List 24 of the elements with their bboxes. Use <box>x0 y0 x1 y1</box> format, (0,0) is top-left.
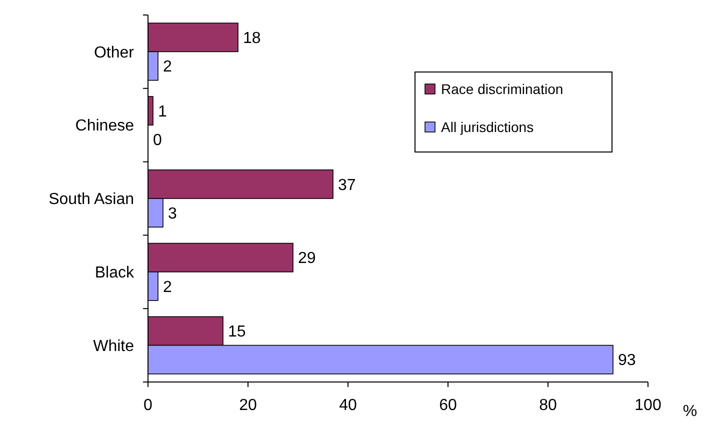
x-tick-label: 0 <box>144 397 153 414</box>
x-tick-label: 60 <box>439 397 457 414</box>
data-label: 0 <box>153 132 162 150</box>
x-tick-label: 40 <box>339 397 357 414</box>
x-tick-label: 100 <box>634 397 662 414</box>
y-tick-label: Other <box>94 44 135 62</box>
y-tick-label: South Asian <box>48 191 134 208</box>
data-label: 37 <box>338 176 356 194</box>
y-tick-label: Black <box>94 264 135 282</box>
data-label: 93 <box>618 352 636 370</box>
data-label: 3 <box>168 205 177 222</box>
legend-label: Race discrimination <box>441 80 564 97</box>
data-label: 2 <box>163 278 172 296</box>
data-label: 2 <box>163 58 172 76</box>
legend-label: All jurisdictions <box>441 118 534 135</box>
y-tick-label: Chinese <box>75 118 134 135</box>
x-tick-label: 20 <box>239 397 257 414</box>
x-axis-title: % <box>682 403 698 420</box>
y-tick-label: White <box>93 338 134 355</box>
data-label: 1 <box>158 103 167 120</box>
data-label: 18 <box>243 30 261 47</box>
data-label: 15 <box>228 324 246 341</box>
x-tick-label: 80 <box>539 397 557 414</box>
data-label: 29 <box>298 250 316 268</box>
